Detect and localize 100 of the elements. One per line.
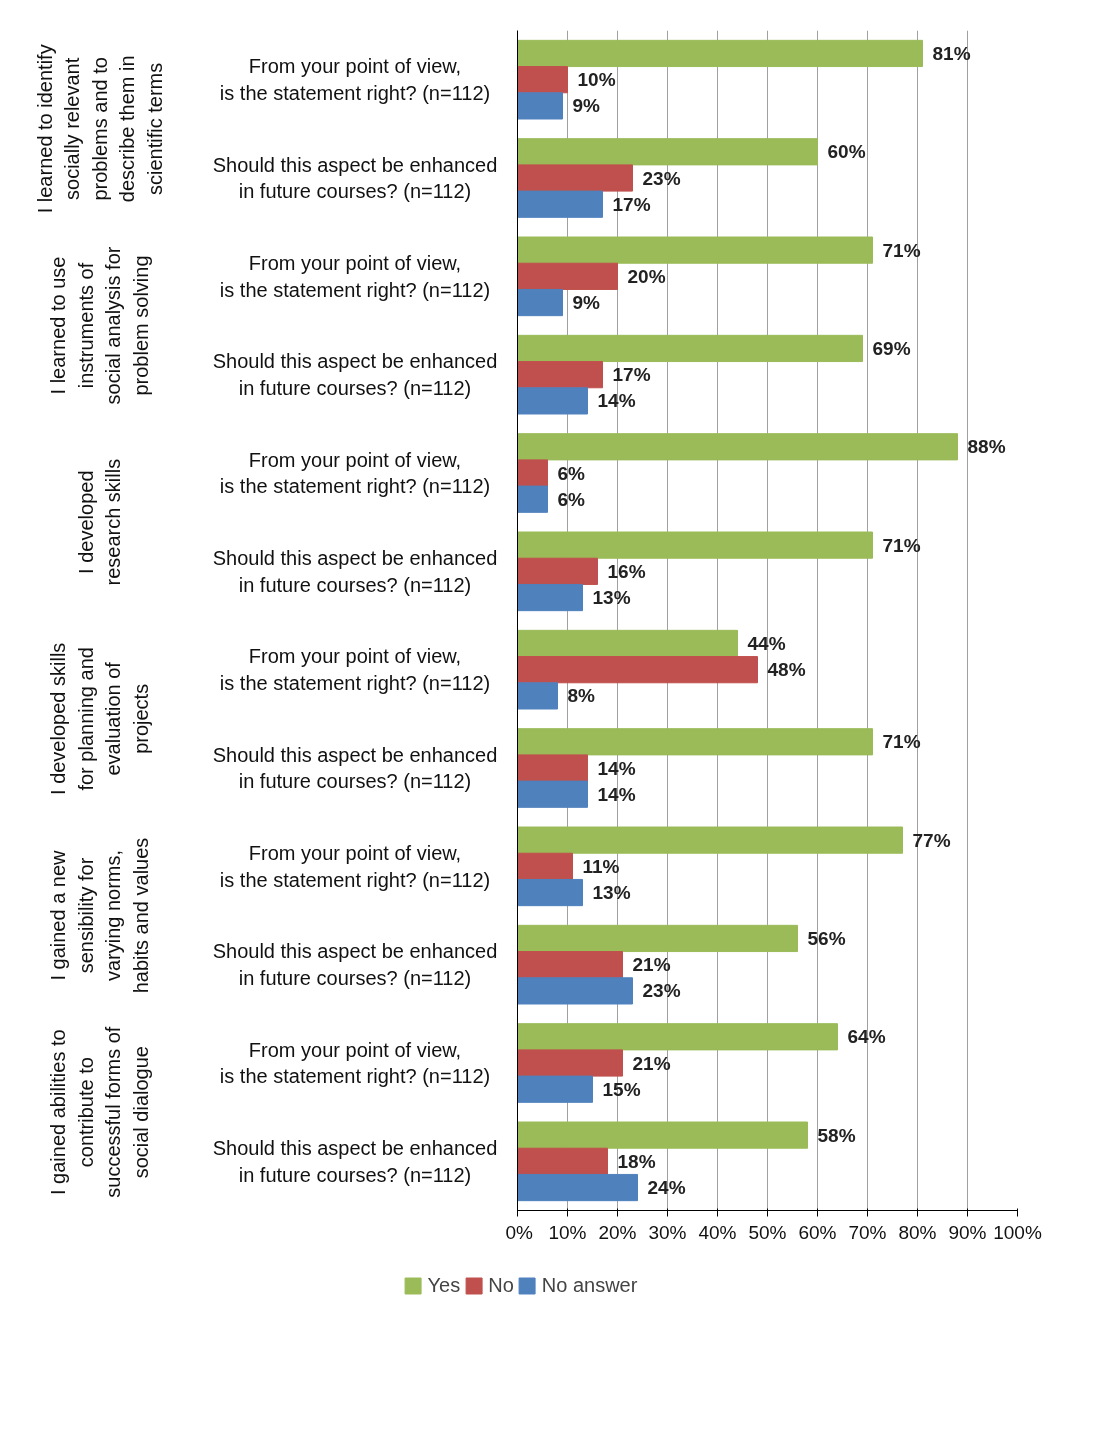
data-label: 9% xyxy=(572,95,601,117)
data-label: 71% xyxy=(882,239,921,261)
bar xyxy=(517,1075,593,1103)
data-label: 71% xyxy=(882,534,921,556)
bar xyxy=(517,236,873,264)
data-label: 24% xyxy=(647,1177,686,1199)
data-label: 21% xyxy=(632,954,671,976)
bar xyxy=(517,190,603,218)
y-tick-label: Should this aspect be enhanced in future courses? (n=112) xyxy=(212,940,498,989)
data-label: 77% xyxy=(912,829,951,851)
bar xyxy=(517,334,863,363)
y-tick-label: Should this aspect be enhanced in future courses? (n=112) xyxy=(212,350,498,399)
x-tick-label: 70% xyxy=(848,1221,887,1243)
x-tick-label: 40% xyxy=(698,1221,737,1243)
data-label: 9% xyxy=(572,292,601,314)
bar xyxy=(517,1147,608,1175)
x-tick-label: 90% xyxy=(948,1221,987,1243)
y-tick-label: From your point of view, is the statement right? (n=112) xyxy=(219,448,491,498)
text: I developed research skills xyxy=(74,458,125,586)
data-label: 21% xyxy=(632,1052,671,1074)
data-label: 64% xyxy=(847,1026,886,1048)
y-tick-label: Should this aspect be enhanced in future courses? (n=112) xyxy=(212,547,498,596)
data-label: 6% xyxy=(557,462,586,484)
x-tick-label: 10% xyxy=(548,1221,587,1243)
text: I learned to use instruments of social analysis for problem solving xyxy=(47,246,152,405)
data-label: 69% xyxy=(872,337,911,359)
bar xyxy=(517,1049,623,1077)
x-tick-label: 60% xyxy=(798,1221,837,1243)
bar xyxy=(517,656,758,684)
bar xyxy=(517,531,873,559)
data-label: 13% xyxy=(592,587,631,609)
data-label: 23% xyxy=(642,167,681,189)
bar xyxy=(517,387,588,415)
bar xyxy=(517,1121,808,1149)
data-label: 18% xyxy=(617,1150,656,1172)
x-tick-label: 20% xyxy=(598,1221,637,1243)
legend-label: Yes xyxy=(427,1273,461,1297)
text: I developed skills for planning and evaluation of projects xyxy=(47,642,152,795)
data-label: 48% xyxy=(767,659,806,681)
data-label: 10% xyxy=(577,69,616,91)
bar xyxy=(517,826,903,854)
x-tick-label: 50% xyxy=(748,1221,787,1243)
legend-label: No answer xyxy=(541,1273,638,1297)
data-label: 14% xyxy=(597,757,636,779)
bar xyxy=(517,878,583,907)
x-tick-label: 80% xyxy=(898,1221,937,1243)
bar xyxy=(517,1023,838,1051)
bar xyxy=(517,92,563,120)
bar xyxy=(517,728,873,756)
x-tick-label: 100% xyxy=(993,1221,1042,1243)
bar xyxy=(517,433,958,461)
text: I gained a new sensibility for varying norms, habits and values xyxy=(47,837,152,994)
data-label: 60% xyxy=(827,141,866,163)
y-tick-label: Should this aspect be enhanced in future courses? (n=112) xyxy=(212,153,498,203)
bar xyxy=(517,852,573,880)
bar xyxy=(517,951,623,979)
bar xyxy=(517,780,588,808)
bar xyxy=(517,754,588,782)
text: I gained abilities to contribute to successful forms of social dialogue xyxy=(47,1026,152,1198)
data-label: 14% xyxy=(597,783,636,805)
bar xyxy=(517,485,548,513)
bar xyxy=(517,557,598,585)
data-label: 15% xyxy=(602,1078,641,1100)
bar xyxy=(517,682,558,710)
data-label: 44% xyxy=(747,632,786,654)
bar xyxy=(517,977,633,1005)
x-tick-label: 0% xyxy=(505,1221,534,1243)
bar xyxy=(517,629,738,658)
bar xyxy=(517,39,923,68)
legend-label: No xyxy=(488,1273,514,1297)
bar xyxy=(517,138,818,166)
y-tick-label: From your point of view, is the statement right? (n=112) xyxy=(219,55,491,104)
text: I learned to identify socially relevant problems and to describe them in scientific terms xyxy=(33,44,166,214)
data-label: 20% xyxy=(627,265,666,287)
data-label: 8% xyxy=(567,685,596,707)
data-label: 58% xyxy=(817,1124,856,1146)
data-label: 71% xyxy=(882,731,921,753)
bar xyxy=(517,459,548,487)
data-label: 16% xyxy=(607,560,646,582)
data-label: 23% xyxy=(642,980,681,1002)
bar xyxy=(517,924,798,953)
bar xyxy=(517,262,618,290)
bar xyxy=(517,288,563,317)
data-label: 81% xyxy=(932,42,971,64)
data-label: 14% xyxy=(597,390,636,412)
bar xyxy=(517,361,603,389)
y-tick-label: From your point of view, is the statement right? (n=112) xyxy=(219,1038,491,1088)
y-tick-label: Should this aspect be enhanced in future courses? (n=112) xyxy=(212,743,498,793)
y-tick-label: From your point of view, is the statement right? (n=112) xyxy=(219,645,491,694)
data-label: 17% xyxy=(612,364,651,386)
data-label: 88% xyxy=(967,436,1006,458)
y-tick-label: From your point of view, is the statement right? (n=112) xyxy=(219,842,491,891)
bar xyxy=(517,1173,638,1202)
y-tick-label: From your point of view, is the statement right? (n=112) xyxy=(219,252,491,301)
bar xyxy=(517,583,583,612)
data-label: 56% xyxy=(807,927,846,949)
bar xyxy=(517,164,633,192)
data-label: 13% xyxy=(592,882,631,904)
data-label: 17% xyxy=(612,193,651,215)
x-tick-label: 30% xyxy=(648,1221,687,1243)
